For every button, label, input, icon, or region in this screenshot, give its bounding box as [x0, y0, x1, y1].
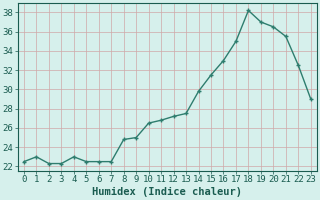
X-axis label: Humidex (Indice chaleur): Humidex (Indice chaleur)	[92, 187, 242, 197]
